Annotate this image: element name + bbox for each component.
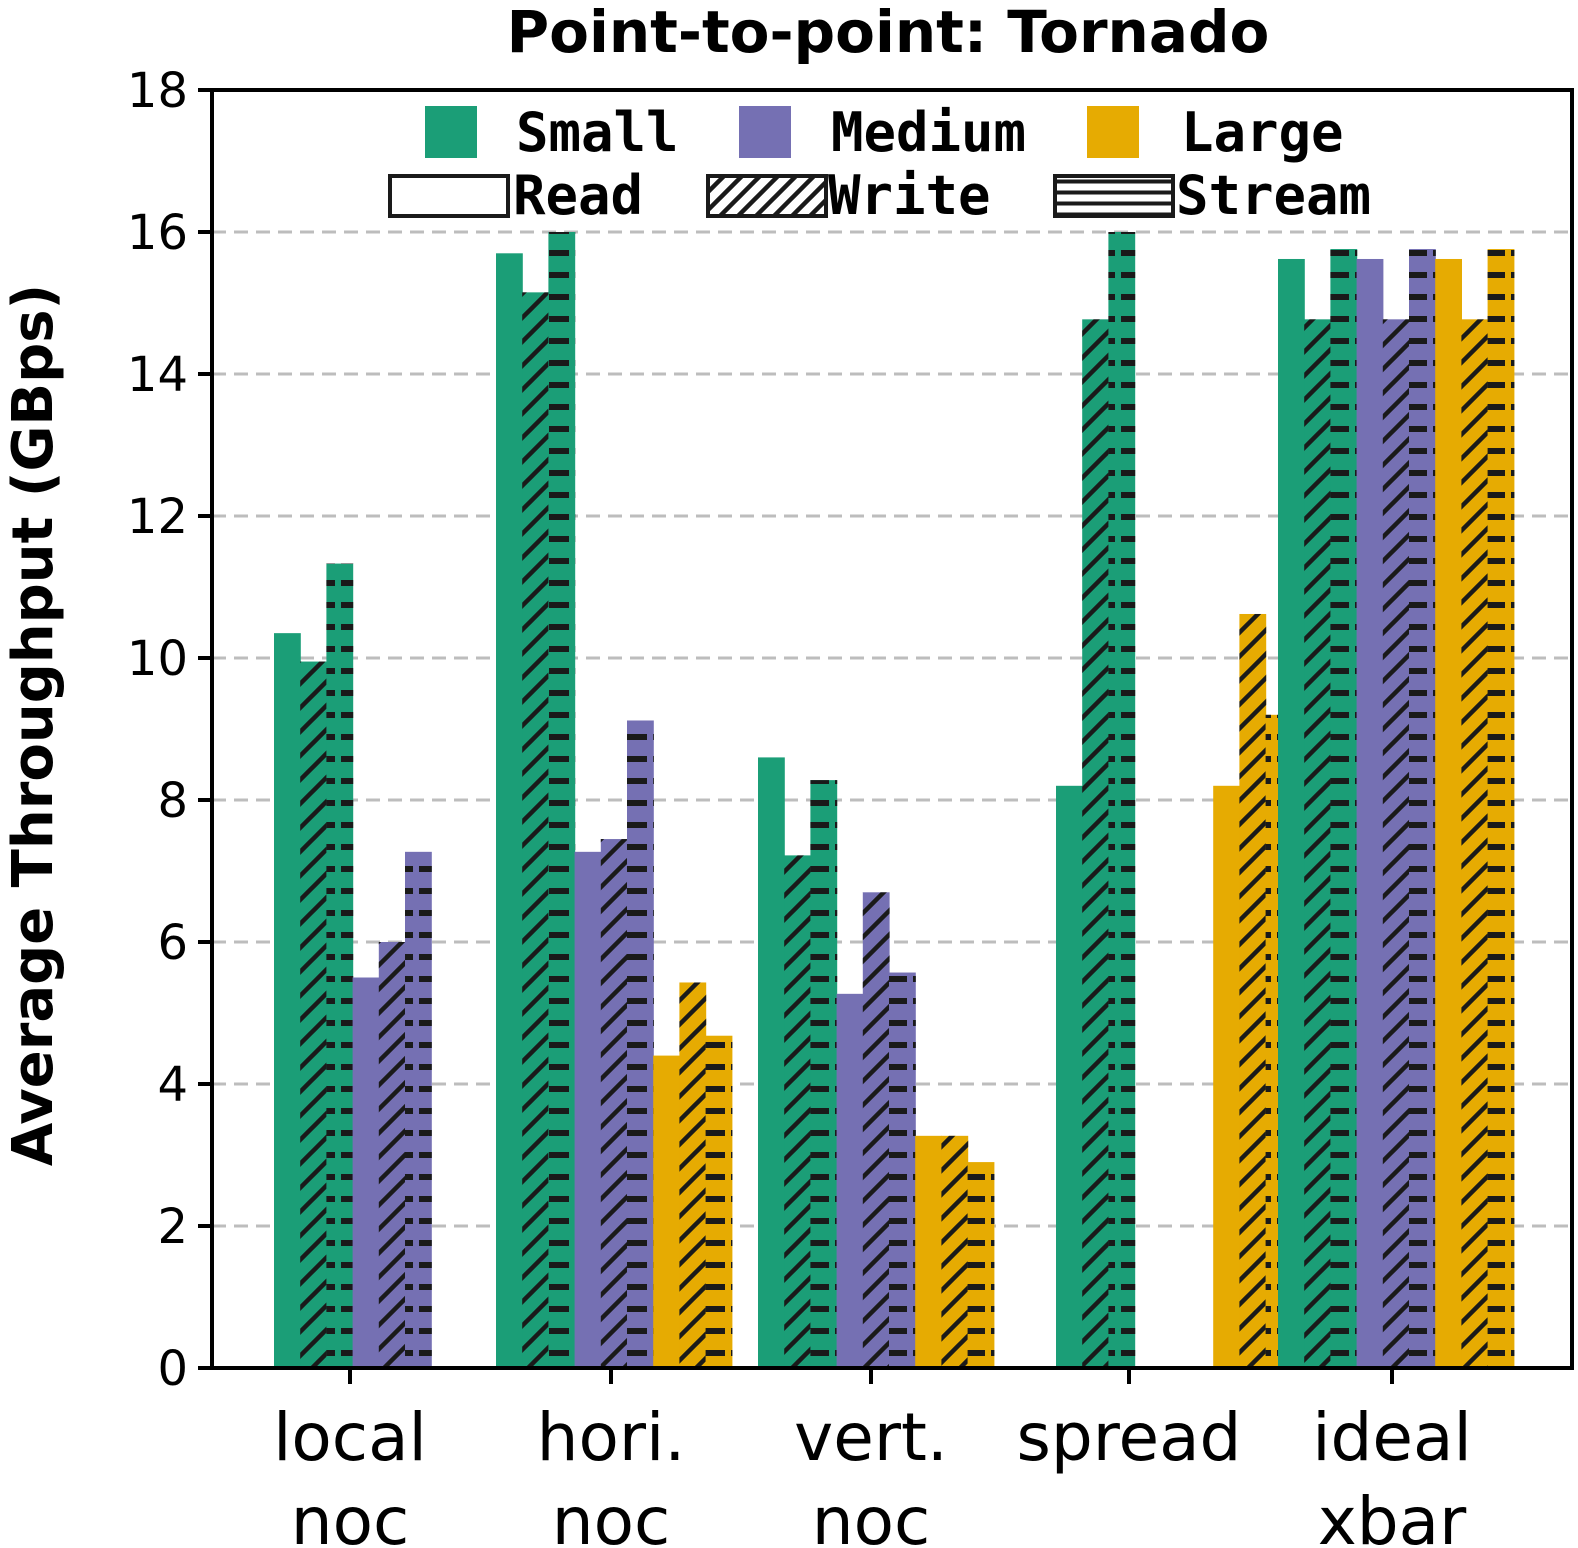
bar-small-read-2 — [758, 757, 785, 1368]
legend-swatch-large — [1087, 106, 1139, 158]
x-categories: local noc hori. noc vert. noc spread ideal xbar — [273, 1368, 1472, 1548]
bar-hatch-large-write-1 — [679, 982, 707, 1368]
bar-medium-read-2 — [836, 993, 864, 1368]
y-tick-label: 4 — [157, 1057, 188, 1113]
bar-hatch-medium-stream-2 — [889, 972, 916, 1368]
legend-label-stream: Stream — [1176, 164, 1371, 227]
bar-large-read-2 — [915, 1135, 942, 1368]
x-tick-label-line1: vert. — [794, 1399, 948, 1476]
bar-hatch-medium-stream-4 — [1409, 249, 1436, 1368]
bar-hatch-small-stream-1 — [548, 232, 576, 1368]
bar-hatch-large-write-3 — [1239, 613, 1267, 1368]
plot-frame — [210, 88, 1574, 1370]
legend-label-small: Small — [516, 101, 679, 164]
legend: Small Medium Large Read Write Stream — [388, 101, 1371, 227]
bar-hatch-small-stream-4 — [1330, 249, 1358, 1368]
bar-hatch-medium-write-0 — [378, 942, 406, 1368]
x-tick-label-line1: hori. — [537, 1399, 686, 1476]
y-tick-label: 18 — [127, 63, 188, 119]
y-tick-label: 14 — [127, 347, 188, 403]
legend-label-read: Read — [513, 164, 643, 227]
y-tick-label: 2 — [157, 1199, 188, 1255]
bar-medium-read-0 — [352, 977, 380, 1368]
y-ticks: 0 2 4 6 8 10 12 14 16 18 — [127, 63, 212, 1397]
y-tick-label: 0 — [157, 1341, 188, 1397]
x-tick-label-line2: noc — [812, 1483, 931, 1548]
legend-swatch-small — [425, 106, 477, 158]
bar-hatch-medium-write-1 — [600, 839, 628, 1368]
bar-small-read-1 — [496, 253, 523, 1368]
bar-hatch-small-write-4 — [1304, 319, 1331, 1369]
legend-swatch-medium — [739, 106, 791, 158]
bar-hatch-large-write-2 — [941, 1135, 969, 1368]
x-tick-label-line1: spread — [1017, 1399, 1242, 1476]
bar-hatch-large-stream-2 — [967, 1162, 995, 1368]
x-tick-label-line1: local — [273, 1399, 427, 1476]
y-tick-label: 8 — [157, 773, 188, 829]
y-tick-label: 6 — [157, 915, 188, 971]
bar-large-read-4 — [1435, 258, 1462, 1369]
axes — [210, 88, 1574, 1370]
legend-label-medium: Medium — [831, 101, 1026, 164]
bar-hatch-small-stream-3 — [1108, 232, 1136, 1368]
bars — [274, 232, 1515, 1369]
legend-label-write: Write — [828, 164, 991, 227]
bar-hatch-small-stream-0 — [326, 563, 354, 1368]
y-axis-label: Average Throughput (GBps) — [1, 284, 66, 1166]
bar-medium-read-1 — [574, 851, 602, 1368]
bar-medium-read-4 — [1356, 258, 1384, 1369]
y-tick-label: 10 — [127, 631, 188, 687]
legend-label-large: Large — [1181, 101, 1344, 164]
x-tick-label-line2: noc — [291, 1483, 410, 1548]
bar-hatch-medium-stream-1 — [627, 720, 654, 1368]
bar-large-read-1 — [653, 1055, 680, 1368]
legend-swatch-read — [388, 174, 510, 218]
bar-hatch-small-write-2 — [784, 855, 811, 1368]
bar-hatch-small-write-0 — [300, 661, 327, 1368]
legend-swatch-stream — [1053, 174, 1175, 218]
bar-hatch-small-write-3 — [1082, 319, 1109, 1369]
bar-hatch-small-write-1 — [522, 292, 549, 1369]
bar-large-read-3 — [1213, 785, 1240, 1368]
bar-hatch-small-stream-2 — [810, 780, 838, 1368]
legend-swatch-write — [706, 174, 828, 218]
chart-title: Point-to-point: Tornado — [507, 0, 1270, 66]
bar-hatch-medium-write-2 — [862, 892, 890, 1368]
y-tick-label: 12 — [127, 489, 188, 545]
bar-small-read-3 — [1056, 785, 1083, 1368]
x-tick-label-line1: ideal — [1312, 1399, 1472, 1476]
bar-hatch-medium-stream-0 — [405, 851, 432, 1368]
x-tick-label-line2: noc — [552, 1483, 671, 1548]
bar-hatch-large-stream-4 — [1487, 249, 1515, 1368]
bar-hatch-large-stream-1 — [705, 1035, 733, 1368]
y-tick-label: 16 — [127, 205, 188, 261]
x-tick-label-line2: xbar — [1318, 1483, 1467, 1548]
bar-hatch-medium-write-4 — [1382, 319, 1410, 1369]
bar-small-read-4 — [1278, 258, 1305, 1369]
bar-hatch-large-write-4 — [1461, 319, 1489, 1369]
bar-small-read-0 — [274, 633, 301, 1368]
